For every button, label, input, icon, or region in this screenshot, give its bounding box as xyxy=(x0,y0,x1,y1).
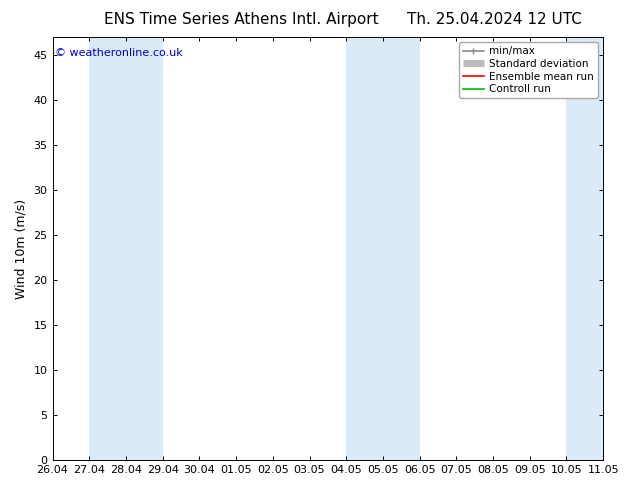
Text: © weatheronline.co.uk: © weatheronline.co.uk xyxy=(55,48,183,58)
Bar xyxy=(89,37,163,460)
Text: Th. 25.04.2024 12 UTC: Th. 25.04.2024 12 UTC xyxy=(407,12,582,27)
Bar xyxy=(566,37,634,460)
Legend: min/max, Standard deviation, Ensemble mean run, Controll run: min/max, Standard deviation, Ensemble me… xyxy=(459,42,598,98)
Bar xyxy=(346,37,420,460)
Y-axis label: Wind 10m (m/s): Wind 10m (m/s) xyxy=(15,198,28,299)
Text: ENS Time Series Athens Intl. Airport: ENS Time Series Athens Intl. Airport xyxy=(103,12,378,27)
